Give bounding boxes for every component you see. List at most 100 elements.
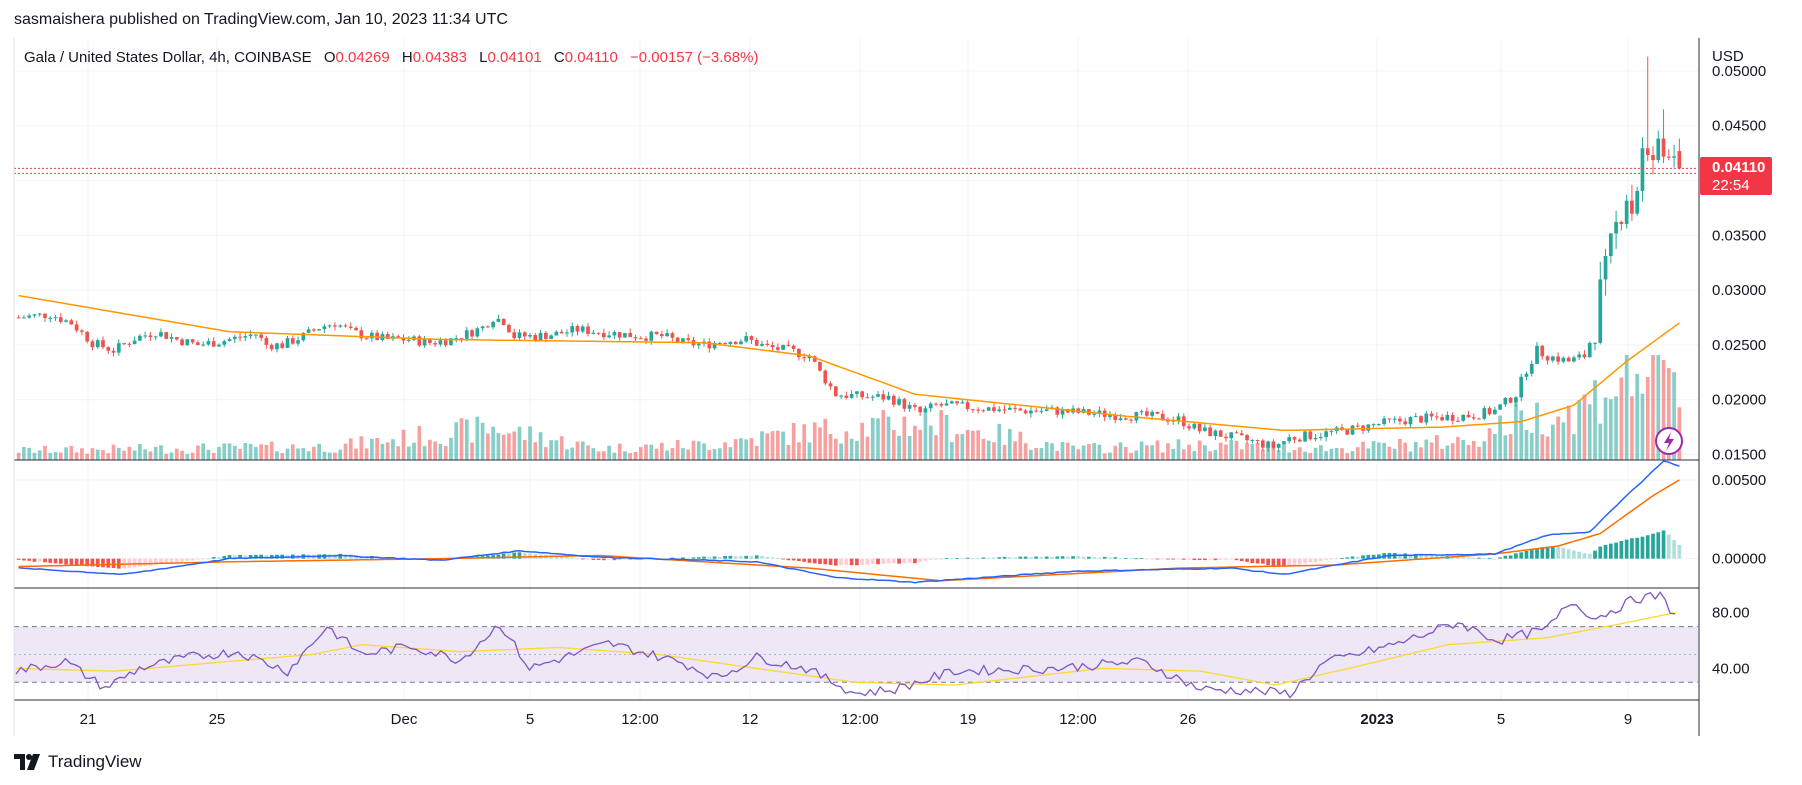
volume-bar — [1329, 448, 1334, 460]
macd-hist-bar — [1661, 530, 1666, 559]
volume-bar — [760, 431, 764, 460]
candle — [380, 331, 385, 342]
candle — [1424, 410, 1429, 426]
macd-hist-bar — [153, 558, 158, 565]
volume-bar — [997, 423, 1002, 460]
candle — [612, 330, 617, 340]
candle — [343, 323, 348, 328]
volume-bar — [659, 442, 664, 460]
macd-hist-bar — [971, 558, 975, 559]
macd-hist-bar — [786, 558, 791, 561]
volume-bar — [696, 441, 701, 460]
candle — [159, 328, 163, 338]
candle — [1461, 414, 1466, 422]
macd-hist-bar — [1456, 556, 1460, 559]
volume-bar — [1577, 400, 1582, 460]
macd-hist-bar — [1540, 547, 1545, 559]
macd-hist-bar — [95, 558, 100, 567]
volume-bar — [1345, 453, 1350, 460]
candle — [928, 401, 933, 412]
volume-bar — [686, 449, 691, 460]
macd-hist-bar — [907, 558, 912, 563]
candle — [1313, 434, 1318, 442]
macd-hist-bar — [1018, 556, 1023, 559]
macd-hist-bar — [148, 558, 153, 566]
volume-bar — [285, 448, 290, 460]
macd-hist-bar — [986, 557, 991, 559]
macd-hist-bar — [53, 558, 58, 564]
candle — [406, 336, 411, 343]
candle — [1656, 130, 1661, 163]
macd-hist-bar — [797, 558, 801, 561]
macd-hist-bar — [923, 558, 928, 561]
candle — [269, 343, 274, 352]
macd-hist-bar — [1276, 558, 1281, 567]
candle — [1387, 418, 1392, 423]
candle — [1566, 356, 1571, 362]
brand-name: TradingView — [48, 752, 142, 771]
lightning-icon[interactable] — [1655, 427, 1683, 455]
macd-hist-bar — [1092, 557, 1097, 559]
macd-hist-bar — [1292, 558, 1297, 566]
candle — [201, 341, 206, 347]
volume-bar — [649, 444, 654, 460]
candle — [865, 393, 870, 399]
volume-bar — [1129, 452, 1133, 460]
candle — [127, 342, 132, 348]
volume-bar — [891, 429, 896, 460]
candle — [628, 328, 633, 338]
candle — [1355, 422, 1360, 428]
volume-bar — [196, 445, 200, 460]
volume-bar — [855, 440, 859, 460]
macd-hist-bar — [1577, 551, 1582, 559]
volume-bar — [1113, 445, 1118, 460]
rsi-tick-label: 80.00 — [1712, 605, 1750, 622]
candle — [1535, 342, 1539, 364]
macd-hist-bar — [127, 558, 132, 568]
volume-bar — [913, 425, 917, 460]
candle — [1482, 405, 1487, 421]
tradingview-logo[interactable]: TradingView — [14, 752, 142, 772]
y-axis-ticks: 0.05000 0.04500 0.03500 0.03000 0.02500 0.020… — [1712, 63, 1766, 677]
volume-bar — [955, 434, 959, 460]
candle — [1239, 430, 1244, 436]
volume-bar — [1614, 396, 1618, 460]
macd-hist-bar — [1050, 556, 1054, 559]
candle — [596, 332, 601, 336]
candle — [986, 406, 991, 411]
macd-hist-bar — [897, 558, 901, 564]
volume-bar — [90, 448, 95, 460]
volume-bar — [992, 442, 996, 460]
macd-hist-bar — [143, 558, 148, 566]
volume-bar — [1403, 442, 1408, 460]
volume-bar — [327, 452, 332, 460]
candle — [290, 335, 295, 345]
candle — [1587, 341, 1592, 358]
macd-hist-bar — [1229, 558, 1234, 560]
volume-bar — [786, 444, 791, 460]
macd-hist-bar — [338, 553, 343, 559]
candle — [1213, 429, 1218, 441]
candle — [781, 344, 785, 351]
volume-bar — [907, 436, 912, 460]
candle — [1645, 56, 1650, 162]
volume-bar — [1166, 443, 1170, 460]
candle — [248, 330, 253, 339]
macd-hist-bar — [1013, 557, 1017, 559]
volume-bar — [670, 448, 675, 460]
macd-hist-bar — [1203, 558, 1207, 561]
macd-hist-bar — [623, 558, 627, 560]
volume-bar — [681, 448, 685, 460]
candle — [1287, 434, 1292, 444]
candle — [1255, 439, 1260, 444]
volume-bar — [1651, 355, 1655, 460]
macd-hist-bar — [37, 558, 42, 562]
volume-bar — [222, 443, 227, 460]
candle — [64, 318, 68, 323]
volume-bar — [58, 452, 63, 460]
volume-bar — [280, 453, 285, 460]
macd-hist-bar — [138, 558, 142, 567]
volume-bar — [770, 431, 775, 460]
volume-bar — [27, 447, 32, 460]
